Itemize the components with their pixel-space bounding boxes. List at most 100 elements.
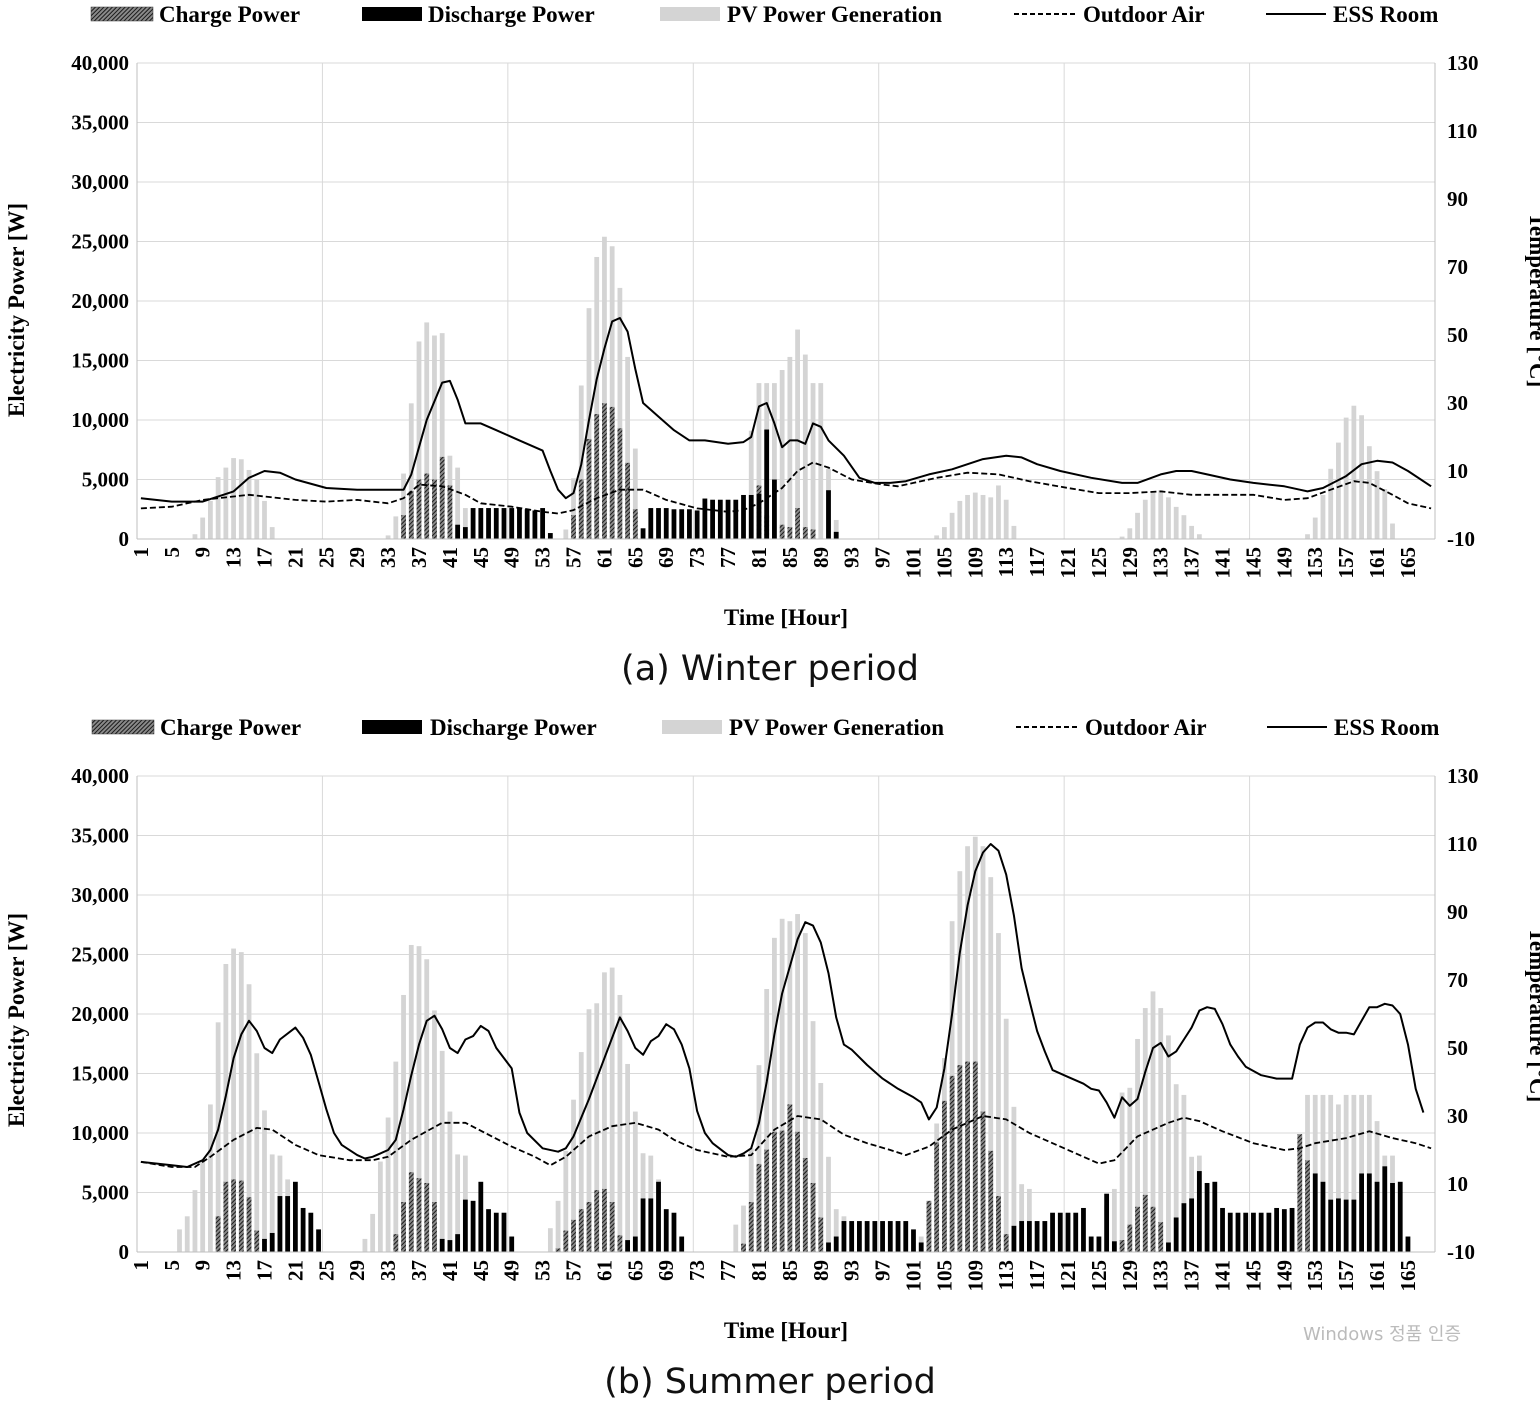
pv-bar bbox=[980, 494, 986, 539]
y-tick-label: 20,000 bbox=[71, 1002, 129, 1026]
charge-bar bbox=[1003, 1234, 1009, 1252]
pv-bar bbox=[1181, 1094, 1187, 1252]
discharge-bar bbox=[1166, 1242, 1171, 1252]
discharge-bar bbox=[1019, 1221, 1025, 1252]
discharge-bar bbox=[841, 1221, 847, 1252]
pv-bar bbox=[1127, 528, 1133, 539]
pv-bar bbox=[1366, 446, 1372, 539]
charge-bar bbox=[795, 1131, 800, 1252]
charge-bar bbox=[802, 527, 808, 539]
discharge-bar bbox=[640, 1198, 646, 1252]
pv-bar bbox=[748, 1148, 754, 1252]
charge-bar bbox=[810, 1182, 816, 1252]
discharge-bar bbox=[1011, 1225, 1017, 1252]
legend-swatch-discharge bbox=[362, 720, 422, 734]
discharge-bar bbox=[1111, 1241, 1117, 1252]
winter-legend: Charge Power Discharge Power PV Power Ge… bbox=[90, 2, 1438, 27]
windows-activation-watermark: Windows 정품 인증 bbox=[1303, 1324, 1461, 1345]
x-tick-label: 61 bbox=[592, 547, 616, 568]
pv-bar bbox=[833, 1209, 839, 1252]
discharge-bar bbox=[300, 1207, 306, 1252]
summer-grid bbox=[137, 775, 1435, 1252]
charge-bar bbox=[957, 1065, 963, 1252]
pv-bar bbox=[632, 448, 638, 539]
x-tick-label: 149 bbox=[1272, 1260, 1296, 1292]
pv-bar bbox=[223, 467, 229, 539]
y-tick-label: 5,000 bbox=[82, 468, 129, 492]
x-tick-label: 17 bbox=[252, 547, 276, 568]
pv-bar bbox=[231, 458, 236, 539]
x-tick-label: 137 bbox=[1180, 1260, 1204, 1292]
x-tick-label: 37 bbox=[407, 547, 431, 568]
charge-bar bbox=[432, 1202, 437, 1252]
x-tick-label: 129 bbox=[1118, 1260, 1142, 1292]
summer-axes: 0 5,000 10,000 15,000 20,000 25,000 30,000 35,0… bbox=[71, 764, 1478, 1292]
y2-tick-label: 110 bbox=[1447, 119, 1477, 143]
discharge-bar bbox=[1212, 1181, 1218, 1252]
pv-bar bbox=[238, 459, 244, 539]
charge-bar bbox=[972, 1061, 978, 1252]
pv-bar bbox=[965, 494, 970, 539]
pv-bar bbox=[988, 497, 994, 539]
x-tick-label: 125 bbox=[1087, 547, 1111, 579]
pv-bar bbox=[617, 287, 623, 539]
x-tick-label: 145 bbox=[1241, 1260, 1265, 1292]
legend-swatch-pv bbox=[660, 7, 720, 21]
pv-bar bbox=[455, 467, 461, 539]
pv-bar bbox=[262, 1110, 267, 1252]
pv-bar bbox=[377, 1161, 383, 1252]
discharge-bar bbox=[316, 1229, 321, 1252]
pv-bar bbox=[625, 1063, 631, 1252]
pv-bar bbox=[547, 1228, 553, 1252]
y2-tick-label: 10 bbox=[1447, 459, 1468, 483]
charge-bar bbox=[779, 1130, 785, 1252]
x-tick-label: 165 bbox=[1396, 1260, 1420, 1292]
pv-bar bbox=[1119, 536, 1125, 539]
pv-bar bbox=[1158, 1008, 1164, 1252]
discharge-bar bbox=[1034, 1221, 1040, 1252]
discharge-bar bbox=[470, 508, 476, 539]
discharge-bar bbox=[439, 1238, 445, 1252]
charge-bar bbox=[772, 1131, 777, 1252]
x-tick-label: 117 bbox=[1025, 547, 1049, 577]
charge-bar bbox=[1127, 1224, 1133, 1252]
charge-bar bbox=[934, 1142, 940, 1252]
legend-swatch-charge bbox=[91, 719, 155, 735]
x-tick-label: 25 bbox=[314, 547, 338, 568]
x-tick-label: 145 bbox=[1241, 547, 1265, 579]
x-tick-label: 41 bbox=[438, 547, 462, 568]
pv-bar bbox=[996, 933, 1001, 1252]
discharge-bar bbox=[772, 479, 777, 539]
discharge-bar bbox=[1258, 1212, 1264, 1252]
pv-bar bbox=[787, 921, 793, 1252]
charge-bar bbox=[416, 479, 422, 539]
x-tick-label: 73 bbox=[685, 1260, 709, 1281]
x-tick-label: 157 bbox=[1334, 547, 1358, 579]
pv-bar bbox=[779, 918, 785, 1252]
discharge-bar bbox=[918, 1242, 924, 1252]
charge-bar bbox=[810, 529, 816, 539]
y-tick-label: 15,000 bbox=[71, 349, 129, 373]
charge-bar bbox=[393, 1234, 399, 1252]
pv-bar bbox=[432, 1010, 437, 1252]
y2-tick-label: 50 bbox=[1447, 1036, 1468, 1060]
pv-bar bbox=[1158, 490, 1164, 539]
x-tick-label: 137 bbox=[1180, 547, 1204, 579]
discharge-bar bbox=[1359, 1173, 1364, 1252]
x-tick-label: 113 bbox=[994, 547, 1018, 577]
discharge-bar bbox=[833, 1236, 839, 1252]
pv-bar bbox=[362, 1238, 368, 1252]
discharge-bar bbox=[864, 1221, 870, 1252]
winter-chart: Charge Power Discharge Power PV Power Ge… bbox=[4, 2, 1540, 689]
pv-bar bbox=[1320, 1094, 1326, 1252]
x-tick-label: 125 bbox=[1087, 1260, 1111, 1292]
pv-bar bbox=[1189, 525, 1195, 539]
pv-bar bbox=[215, 1022, 221, 1252]
x-tick-label: 9 bbox=[191, 547, 215, 558]
pv-bar bbox=[401, 473, 406, 539]
discharge-bar bbox=[1181, 1203, 1187, 1252]
pv-bar bbox=[772, 383, 777, 539]
pv-bar bbox=[1142, 499, 1148, 539]
x-tick-label: 105 bbox=[932, 547, 956, 579]
discharge-bar bbox=[1026, 1221, 1032, 1252]
